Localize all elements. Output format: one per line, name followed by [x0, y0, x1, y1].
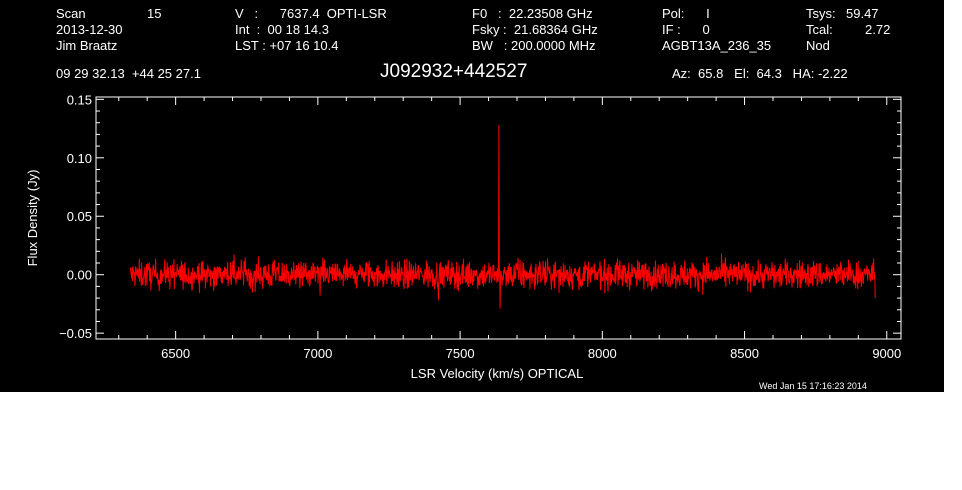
plot-frame [95, 96, 902, 340]
tcal-label: Tcal: [806, 22, 833, 37]
observer-name: Jim Braatz [56, 38, 118, 53]
plot-panel: Scan 15 2013-12-30 Jim Braatz V : 7637.4… [0, 0, 944, 392]
pointing-info: Az: 65.8 El: 64.3 HA: -2.22 [672, 66, 848, 81]
polarization-line: Pol: I [662, 6, 710, 21]
x-tick-label: 8500 [730, 346, 759, 361]
source-name: J092932+442527 [380, 61, 528, 82]
integration-line: Int : 00 18 14.3 [235, 22, 329, 37]
sky-frequency-line: Fsky : 21.68364 GHz [472, 22, 598, 37]
x-tick-label: 7500 [446, 346, 475, 361]
timestamp: Wed Jan 15 17:16:23 2014 [759, 381, 867, 391]
velocity-line: V : 7637.4 OPTI-LSR [235, 6, 387, 21]
spectrum-trace [129, 125, 876, 309]
scan-label: Scan [56, 6, 86, 21]
y-tick-label: 0.10 [67, 151, 92, 166]
project-id: AGBT13A_236_35 [662, 38, 772, 53]
y-tick-label: 0.15 [67, 92, 92, 107]
y-tick-label: −0.05 [59, 326, 92, 341]
x-tick-label: 8000 [588, 346, 617, 361]
x-tick-label: 9000 [872, 346, 901, 361]
tsys-value: 59.47 [846, 6, 879, 21]
y-tick-label: 0.05 [67, 209, 92, 224]
plot-layer [129, 125, 876, 309]
y-axis-label: Flux Density (Jy) [25, 170, 40, 267]
tcal-value: 2.72 [865, 22, 891, 37]
observation-date: 2013-12-30 [56, 22, 123, 37]
x-tick-label: 7000 [303, 346, 332, 361]
y-tick-label: 0.00 [67, 268, 92, 283]
tick-layer: 6500 7000 7500 8000 8500 9000 −0.05 0.00 0.05 0.1… [59, 92, 902, 361]
if-line: IF : 0 [662, 22, 710, 37]
bandwidth-line: BW : 200.0000 MHz [472, 38, 596, 53]
observing-mode: Nod [806, 38, 830, 53]
tsys-label: Tsys: [806, 6, 836, 21]
x-tick-label: 6500 [161, 346, 190, 361]
spectrum-chart: 6500 7000 7500 8000 8500 9000 −0.05 0.00 0.05 0.1… [25, 92, 902, 381]
rest-frequency-line: F0 : 22.23508 GHz [472, 6, 593, 21]
coordinates: 09 29 32.13 +44 25 27.1 [56, 66, 201, 81]
x-axis-label: LSR Velocity (km/s) OPTICAL [411, 366, 584, 381]
lst-line: LST : +07 16 10.4 [235, 38, 339, 53]
scan-value: 15 [147, 6, 162, 21]
